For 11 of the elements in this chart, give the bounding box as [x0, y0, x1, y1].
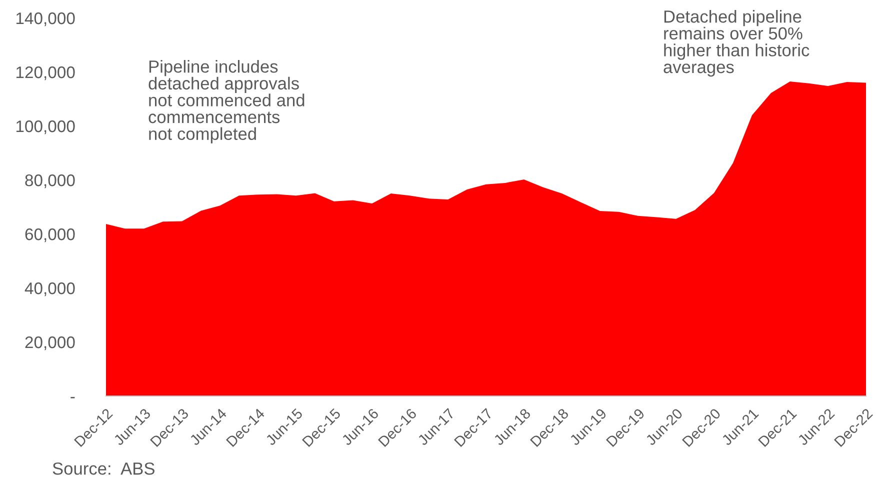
y-tick-label: 20,000	[25, 336, 75, 350]
source-note: Source: ABS	[52, 462, 154, 475]
y-tick-label: 100,000	[16, 120, 75, 134]
y-tick-label: 120,000	[16, 66, 75, 80]
y-tick-label: 60,000	[25, 228, 75, 242]
y-tick-label: 80,000	[25, 174, 75, 188]
y-tick-label: 40,000	[24, 282, 75, 296]
annotation: Pipeline includes detached approvals not commenced and commencements not completed	[148, 60, 304, 144]
y-tick-label: 140,000	[16, 12, 75, 26]
y-tick-label: -	[70, 396, 75, 398]
annotation: Detached pipeline remains over 50% higher than historic averages	[664, 10, 810, 77]
